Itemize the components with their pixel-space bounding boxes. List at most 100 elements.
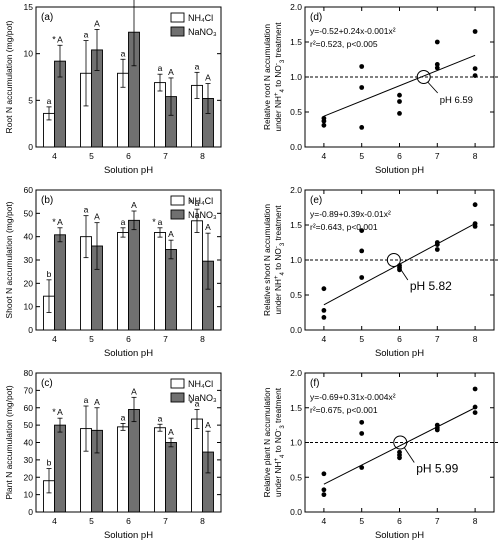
data-point: [321, 122, 327, 128]
y-tick-label: 70: [24, 385, 34, 395]
y-axis-label: Plant N accumulation (mg/pot): [4, 385, 14, 499]
x-tick-label: 5: [359, 334, 364, 344]
y-tick-label: 60: [24, 403, 34, 413]
y-tick-label: 20: [24, 278, 34, 288]
data-point: [472, 404, 478, 410]
data-point: [321, 487, 327, 493]
significance-letter: a: [47, 96, 52, 106]
regression-stats: r²=0.675, p<0.001: [310, 405, 378, 415]
x-tick-label: 8: [473, 151, 478, 161]
data-point: [472, 202, 478, 208]
legend-label: NH₄Cl: [188, 379, 213, 389]
x-tick-label: 5: [89, 334, 94, 344]
panel-d: 0.0 0.5 1.0 1.5 2.0 (d) Solution pH 4 5 6 7 8 pH 6.5…: [262, 2, 500, 176]
crossover-leader: [397, 264, 409, 281]
data-point: [472, 410, 478, 416]
panel-label: (d): [310, 12, 322, 23]
y-tick-label: 40: [24, 438, 34, 448]
significance-letter: A: [57, 407, 63, 417]
crossover-label: pH 5.82: [410, 279, 452, 293]
data-point: [321, 308, 327, 313]
legend-swatch: [170, 26, 185, 37]
data-point: [434, 422, 440, 428]
x-tick-label: 4: [52, 334, 57, 344]
y-tick-label: 1.0: [290, 255, 302, 265]
x-tick-label: 8: [473, 516, 478, 526]
y-tick-label: 80: [24, 368, 34, 378]
significance-letter: a: [84, 395, 89, 405]
data-point: [321, 286, 327, 292]
significance-letter: b: [47, 458, 52, 468]
data-point: [321, 492, 327, 498]
significance-letter: a: [195, 198, 200, 208]
significance-star: *: [52, 34, 56, 44]
significance-letter: a: [121, 48, 126, 58]
significance-letter: b: [47, 269, 52, 279]
y-axis-label-line2: under NH+4 to NO-3 treatment: [273, 205, 286, 315]
data-point: [359, 64, 365, 69]
crossover-marker: [393, 435, 408, 450]
legend-swatch: [170, 209, 185, 220]
regression-stats: r²=0.523, p<0.005: [310, 39, 378, 49]
significance-letter: A: [94, 18, 100, 28]
bar-nh4cl: [154, 82, 166, 148]
significance-letter: A: [168, 427, 174, 437]
data-point: [434, 65, 440, 71]
significance-letter: A: [168, 67, 174, 77]
significance-star: *: [189, 198, 193, 208]
significance-letter: a: [158, 63, 163, 73]
panel-f: 0.0 0.5 1.0 1.5 2.0 (f) Solution pH 4 5 6 7 8 pH 5.9…: [262, 368, 500, 541]
x-tick-label: 7: [435, 516, 440, 526]
data-point: [397, 449, 402, 455]
y-tick-label: 10: [24, 302, 34, 312]
bar-nh4cl: [117, 232, 129, 331]
significance-letter: A: [57, 217, 63, 227]
regression-line: [323, 54, 476, 117]
panel-label: (c): [41, 378, 53, 389]
significance-star: *: [152, 217, 156, 227]
x-axis-label: Solution pH: [104, 348, 153, 359]
legend-label: NaNO₃: [188, 27, 217, 37]
y-tick-label: 2.0: [290, 2, 302, 12]
crossover-leader: [403, 447, 415, 463]
bar-nano3: [165, 249, 177, 331]
x-tick-label: 7: [435, 334, 440, 344]
bar-nano3: [54, 234, 66, 331]
y-tick-label: 0: [28, 325, 33, 335]
regression-equation: y=-0.89+0.39x-0.01x²: [310, 209, 391, 219]
significance-star: *: [52, 407, 56, 417]
y-tick-label: 1.5: [290, 403, 302, 413]
y-tick-label: 15: [24, 2, 34, 12]
significance-letter: a: [158, 217, 163, 227]
legend-swatch: [170, 195, 185, 206]
y-tick-label: 1.5: [290, 37, 302, 47]
x-tick-label: 6: [126, 334, 131, 344]
y-tick-label: 0: [28, 142, 33, 152]
x-tick-label: 4: [52, 151, 57, 161]
data-point: [359, 419, 365, 425]
crossover-marker: [386, 253, 401, 267]
x-axis-label: Solution pH: [375, 530, 424, 541]
significance-letter: a: [121, 412, 126, 422]
data-point: [397, 92, 402, 98]
data-point: [359, 431, 365, 436]
y-tick-label: 2.0: [290, 185, 302, 195]
x-tick-label: 8: [473, 334, 478, 344]
x-tick-label: 5: [359, 151, 364, 161]
significance-letter: A: [57, 34, 63, 44]
significance-letter: A: [131, 200, 137, 210]
y-axis-label-line2: under NH+4 to NO-3 treatment: [273, 387, 286, 497]
legend-label: NaNO₃: [188, 210, 217, 220]
bar-nano3: [54, 424, 66, 513]
x-tick-label: 6: [397, 151, 402, 161]
crossover-label: pH 6.59: [440, 95, 473, 106]
y-axis-label: Root N accumulation (mg/pot): [4, 20, 14, 133]
bar-nano3: [165, 442, 177, 513]
x-tick-label: 6: [397, 334, 402, 344]
data-point: [397, 99, 402, 104]
y-tick-label: 0.0: [290, 142, 302, 152]
significance-star: *: [189, 398, 193, 408]
y-tick-label: 30: [24, 455, 34, 465]
